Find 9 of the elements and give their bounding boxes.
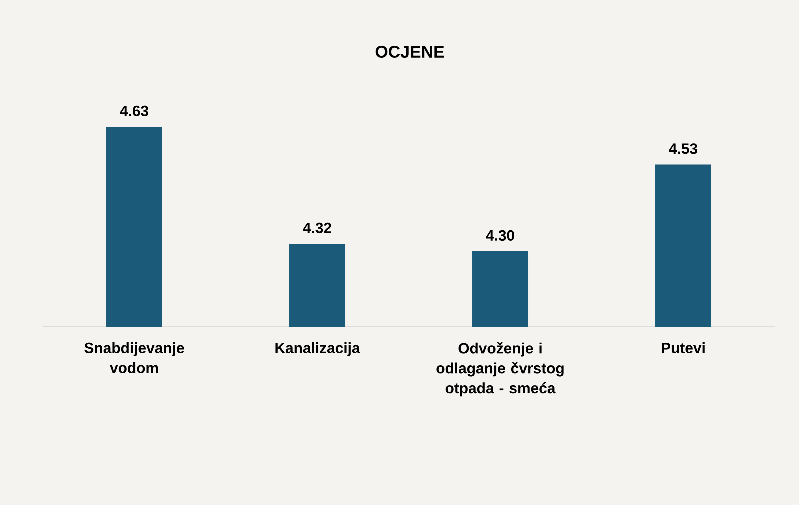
- data-label: 4.63: [120, 106, 149, 116]
- x-tick-label: Kanalizacija: [276, 342, 360, 356]
- chart-title: OCJENE: [376, 46, 444, 58]
- data-label: 4.53: [669, 144, 698, 154]
- data-label: 4.30: [486, 230, 514, 241]
- data-label: 4.32: [303, 222, 332, 234]
- x-tick-label: Odvoženje i odlaganje čvrstog otpada - smeća: [436, 342, 564, 397]
- x-tick-label: Snabdijevanje vodom: [84, 342, 184, 374]
- x-tick-label: Putevi: [662, 342, 705, 354]
